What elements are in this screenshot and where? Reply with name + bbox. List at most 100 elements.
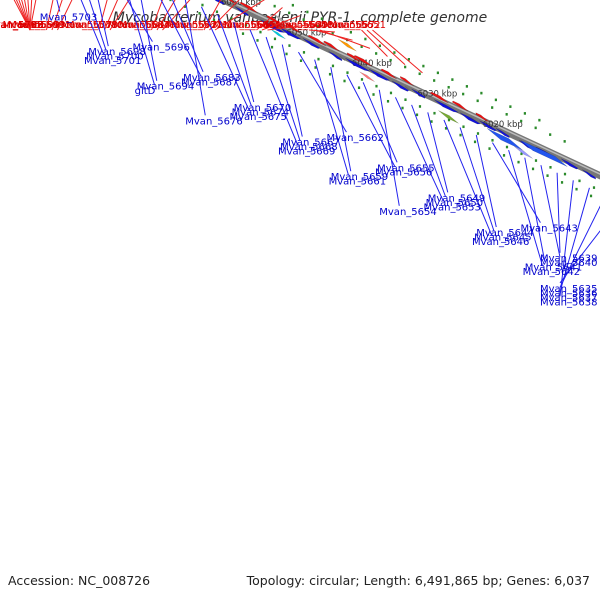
reverse-gene-label: Mvan_5636 bbox=[540, 288, 597, 299]
label-leader-line bbox=[314, 59, 350, 176]
reverse-gene bbox=[345, 57, 370, 72]
track-dot bbox=[476, 99, 479, 103]
forward-gene-label: Mvan_5689 bbox=[0, 20, 43, 31]
reverse-gene bbox=[434, 99, 459, 113]
reverse-gene bbox=[411, 88, 426, 99]
reverse-gene-label: Mvan_5674 bbox=[232, 107, 289, 118]
label-leader-line bbox=[443, 119, 493, 237]
track-dot bbox=[215, 10, 219, 14]
track-dot bbox=[317, 57, 320, 61]
forward-gene bbox=[380, 68, 397, 80]
reverse-gene-label: Mvan_5668 bbox=[280, 142, 337, 153]
track-dot bbox=[270, 45, 274, 49]
label-leader-line bbox=[151, 0, 163, 31]
track-dot bbox=[523, 112, 526, 115]
label-leader-line bbox=[27, 0, 31, 31]
backbone-highlight bbox=[224, 0, 600, 175]
track-dot bbox=[404, 65, 407, 69]
label-leader-line bbox=[109, 0, 130, 31]
label-leader-line bbox=[559, 205, 600, 288]
track-dot bbox=[520, 152, 523, 156]
forward-gene-label: Mvan_5693 bbox=[8, 20, 65, 31]
reverse-gene bbox=[560, 158, 579, 170]
track-dot bbox=[447, 85, 450, 89]
reverse-gene-large bbox=[520, 140, 568, 167]
reverse-gene-label: Mvan_5675 bbox=[229, 112, 286, 123]
track-dot bbox=[401, 106, 404, 110]
reverse-gene bbox=[479, 120, 497, 132]
track-dot bbox=[447, 118, 451, 122]
reverse-gene-label: gltD bbox=[135, 86, 156, 97]
track-dot bbox=[476, 132, 480, 135]
reverse-gene-label: Mvan_5654 bbox=[379, 207, 436, 218]
forward-gene-label: Mvan_5695 bbox=[0, 20, 43, 31]
feature-box bbox=[270, 28, 286, 40]
forward-gene bbox=[346, 52, 361, 63]
reverse-gene bbox=[582, 169, 597, 180]
track-dot bbox=[372, 93, 375, 96]
reverse-gene bbox=[302, 38, 321, 49]
kbp-tick-label: 6040 kbp bbox=[352, 59, 392, 69]
track-dot bbox=[505, 145, 509, 149]
forward-gene-label: Mvan_5678 bbox=[60, 20, 117, 31]
track-dot bbox=[346, 71, 349, 74]
label-leader-line bbox=[559, 187, 590, 292]
track-dot bbox=[491, 106, 494, 109]
label-leader-line bbox=[56, 0, 61, 12]
label-leader-line bbox=[172, 0, 204, 73]
reverse-gene-large bbox=[486, 128, 523, 151]
reverse-gene-label: Mvan_5642 bbox=[523, 267, 580, 278]
forward-gene-label: Mvan_5664 bbox=[223, 20, 280, 31]
reverse-gene-label: Mvan_5700 bbox=[86, 52, 143, 63]
track-dot bbox=[563, 140, 566, 143]
label-leader-line bbox=[559, 180, 574, 297]
label-leader-line bbox=[89, 0, 107, 51]
track-dot bbox=[335, 24, 338, 27]
label-leader-line bbox=[24, 0, 31, 31]
kbp-tick bbox=[339, 55, 346, 61]
reverse-gene-label: Mvan_5650 bbox=[426, 198, 483, 209]
reverse-gene-label: Mvan_5641 bbox=[525, 263, 582, 274]
label-leader-line bbox=[51, 0, 63, 31]
label-leader-line bbox=[508, 149, 544, 267]
kbp-tick-label: 6030 kbp bbox=[417, 90, 457, 100]
label-leader-line bbox=[556, 172, 561, 253]
track-dot bbox=[534, 159, 538, 162]
label-leader-line bbox=[129, 0, 156, 86]
track-dot bbox=[256, 39, 259, 42]
forward-gene-label: Mvan_5688 bbox=[0, 20, 43, 31]
label-leader-line bbox=[281, 44, 303, 137]
track-dot bbox=[375, 84, 378, 88]
label-leader-line bbox=[361, 29, 388, 57]
reverse-gene-label: Mvan_5687 bbox=[181, 77, 238, 88]
label-leader-line bbox=[45, 0, 54, 31]
track-dot bbox=[459, 133, 462, 137]
track-dot bbox=[534, 126, 537, 130]
track-dot bbox=[589, 194, 593, 198]
feature-box bbox=[359, 71, 375, 82]
label-leader-line bbox=[21, 0, 31, 31]
forward-gene bbox=[352, 55, 373, 67]
track-dot bbox=[386, 99, 390, 103]
label-leader-line bbox=[217, 14, 253, 107]
track-dot bbox=[343, 79, 346, 83]
label-leader-line bbox=[459, 127, 495, 232]
label-leader-line bbox=[29, 0, 37, 31]
track-dot bbox=[291, 3, 294, 7]
track-dot bbox=[349, 30, 352, 34]
topology-text: Topology: circular; Length: 6,491,865 bp… bbox=[246, 573, 590, 588]
track-dot bbox=[422, 64, 425, 68]
reverse-gene bbox=[391, 80, 410, 92]
label-leader-line bbox=[184, 0, 206, 116]
track-dot bbox=[378, 44, 381, 48]
track-dot bbox=[306, 10, 309, 14]
label-leader-line bbox=[256, 7, 283, 31]
track-guides bbox=[169, 0, 596, 198]
track-dot bbox=[531, 167, 535, 171]
track-dot bbox=[444, 127, 448, 130]
label-leader-line bbox=[200, 6, 250, 112]
track-dot bbox=[364, 37, 367, 41]
reverse-gene bbox=[280, 27, 302, 40]
label-leader-line bbox=[209, 0, 240, 31]
